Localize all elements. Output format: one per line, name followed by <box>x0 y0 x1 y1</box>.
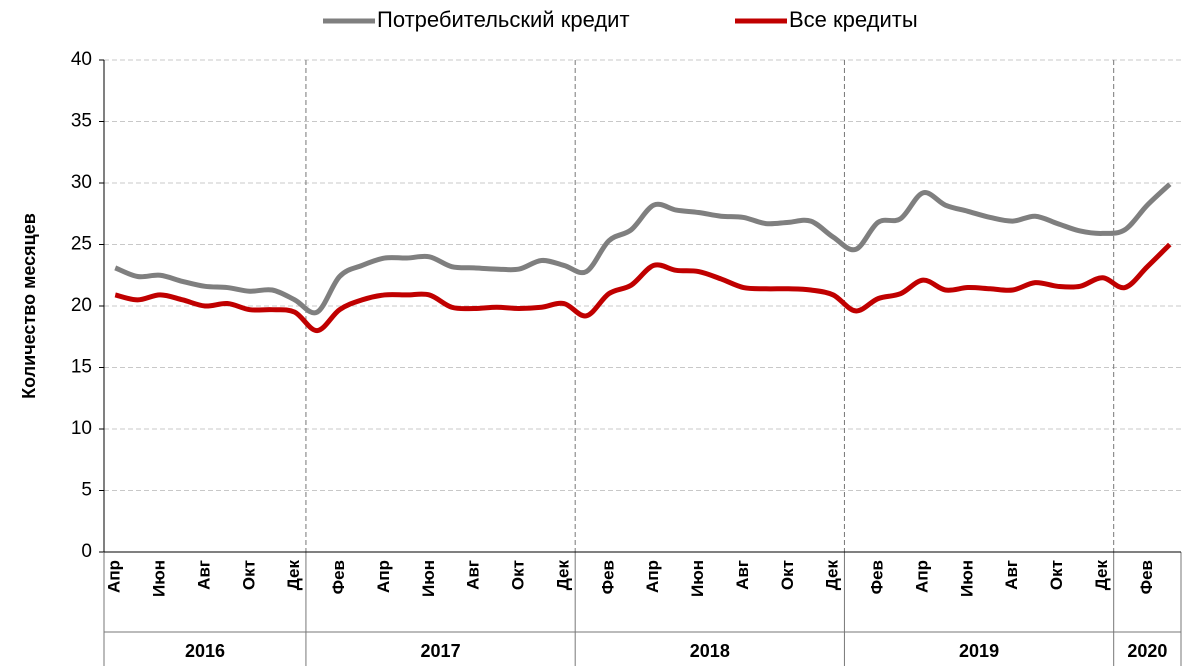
x-tick-label: Июн <box>688 560 707 597</box>
x-tick-label: Фев <box>598 560 617 594</box>
x-tick-label: Окт <box>239 560 258 590</box>
x-tick-label: Июн <box>957 560 976 597</box>
series-line <box>114 242 1172 334</box>
y-tick-label: 0 <box>81 541 92 562</box>
x-tick-label: Апр <box>105 560 124 593</box>
y-tick-label: 35 <box>71 111 92 132</box>
year-label: 2019 <box>959 641 999 661</box>
series-line <box>114 182 1172 316</box>
y-tick-label: 5 <box>81 480 92 501</box>
y-tick-label: 40 <box>71 49 92 70</box>
x-tick-label: Авг <box>1002 560 1021 590</box>
x-tick-label: Окт <box>509 560 528 590</box>
x-tick-label: Апр <box>643 560 662 593</box>
x-tick-label: Апр <box>374 560 393 593</box>
y-tick-label: 10 <box>71 418 92 439</box>
x-tick-label: Дек <box>284 560 303 591</box>
x-tick-label: Апр <box>912 560 931 593</box>
x-tick-label: Фев <box>1137 560 1156 594</box>
x-tick-label: Окт <box>1047 560 1066 590</box>
x-tick-label: Фев <box>868 560 887 594</box>
x-tick-label: Авг <box>733 560 752 590</box>
y-tick-label: 25 <box>71 234 92 255</box>
y-tick-label: 15 <box>71 357 92 378</box>
y-axis-label: Количество месяцев <box>19 213 39 399</box>
year-label: 2020 <box>1127 641 1167 661</box>
legend-label: Все кредиты <box>789 7 918 32</box>
x-tick-label: Июн <box>419 560 438 597</box>
x-tick-label: Дек <box>1092 560 1111 591</box>
year-label: 2017 <box>421 641 461 661</box>
x-tick-label: Окт <box>778 560 797 590</box>
x-tick-label: Дек <box>823 560 842 591</box>
x-tick-label: Авг <box>464 560 483 590</box>
x-tick-label: Июн <box>150 560 169 597</box>
x-tick-label: Авг <box>194 560 213 590</box>
year-label: 2018 <box>690 641 730 661</box>
y-tick-label: 30 <box>71 172 92 193</box>
legend-label: Потребительский кредит <box>377 7 630 32</box>
x-tick-label: Фев <box>329 560 348 594</box>
y-tick-label: 20 <box>71 295 92 316</box>
year-label: 2016 <box>185 641 225 661</box>
x-tick-label: Дек <box>553 560 572 591</box>
